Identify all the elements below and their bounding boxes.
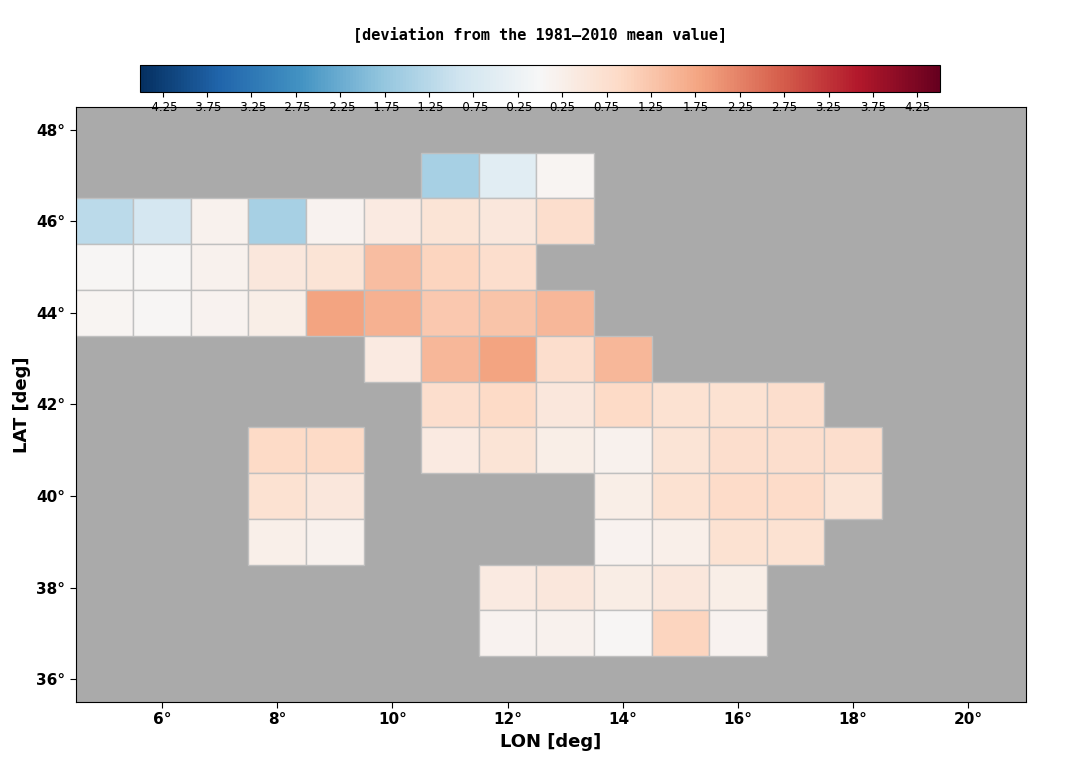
Bar [364, 244, 421, 290]
Bar [537, 153, 594, 198]
Bar [594, 519, 651, 565]
Bar [306, 427, 364, 473]
Bar [478, 290, 537, 336]
Bar [537, 336, 594, 382]
Bar [248, 427, 306, 473]
Bar [710, 473, 767, 519]
Bar [710, 427, 767, 473]
Bar [191, 244, 248, 290]
Bar [248, 198, 306, 244]
Bar [651, 427, 710, 473]
Bar [767, 427, 824, 473]
Bar [537, 565, 594, 610]
Bar [191, 290, 248, 336]
Bar [306, 244, 364, 290]
Bar [191, 198, 248, 244]
Bar [767, 519, 824, 565]
Bar [478, 382, 537, 427]
Bar [594, 473, 651, 519]
Bar [364, 290, 421, 336]
X-axis label: LON [deg]: LON [deg] [500, 733, 602, 751]
Bar [537, 290, 594, 336]
Bar [478, 610, 537, 656]
Bar [651, 473, 710, 519]
Bar [594, 336, 651, 382]
Bar [306, 473, 364, 519]
Bar [537, 198, 594, 244]
Bar [76, 290, 133, 336]
Bar [651, 610, 710, 656]
Bar [76, 244, 133, 290]
Bar [421, 244, 478, 290]
Bar [767, 473, 824, 519]
Bar [306, 290, 364, 336]
Bar [421, 336, 478, 382]
Y-axis label: LAT [deg]: LAT [deg] [13, 356, 30, 452]
Bar [594, 427, 651, 473]
Bar [478, 198, 537, 244]
Bar [364, 336, 421, 382]
Bar [710, 565, 767, 610]
Bar [133, 244, 191, 290]
Bar [594, 382, 651, 427]
Bar [651, 519, 710, 565]
Bar [248, 244, 306, 290]
Bar [824, 427, 882, 473]
Bar [478, 336, 537, 382]
Bar [537, 382, 594, 427]
Bar [76, 198, 133, 244]
Text: [deviation from the 1981–2010 mean value]: [deviation from the 1981–2010 mean value… [353, 27, 727, 42]
Bar [478, 565, 537, 610]
Bar [133, 290, 191, 336]
Bar [478, 427, 537, 473]
Bar [421, 290, 478, 336]
Bar [364, 198, 421, 244]
Bar [248, 473, 306, 519]
Bar [651, 565, 710, 610]
Bar [710, 519, 767, 565]
Bar [710, 610, 767, 656]
Bar [306, 519, 364, 565]
Bar [594, 565, 651, 610]
Bar [421, 382, 478, 427]
Bar [133, 198, 191, 244]
Bar [478, 153, 537, 198]
Bar [478, 244, 537, 290]
Bar [248, 290, 306, 336]
Bar [421, 198, 478, 244]
Bar [306, 198, 364, 244]
Bar [594, 610, 651, 656]
Bar [824, 473, 882, 519]
Bar [421, 153, 478, 198]
Bar [248, 519, 306, 565]
Bar [767, 382, 824, 427]
Bar [537, 427, 594, 473]
Bar [537, 610, 594, 656]
Bar [421, 427, 478, 473]
Bar [651, 382, 710, 427]
Bar [710, 382, 767, 427]
